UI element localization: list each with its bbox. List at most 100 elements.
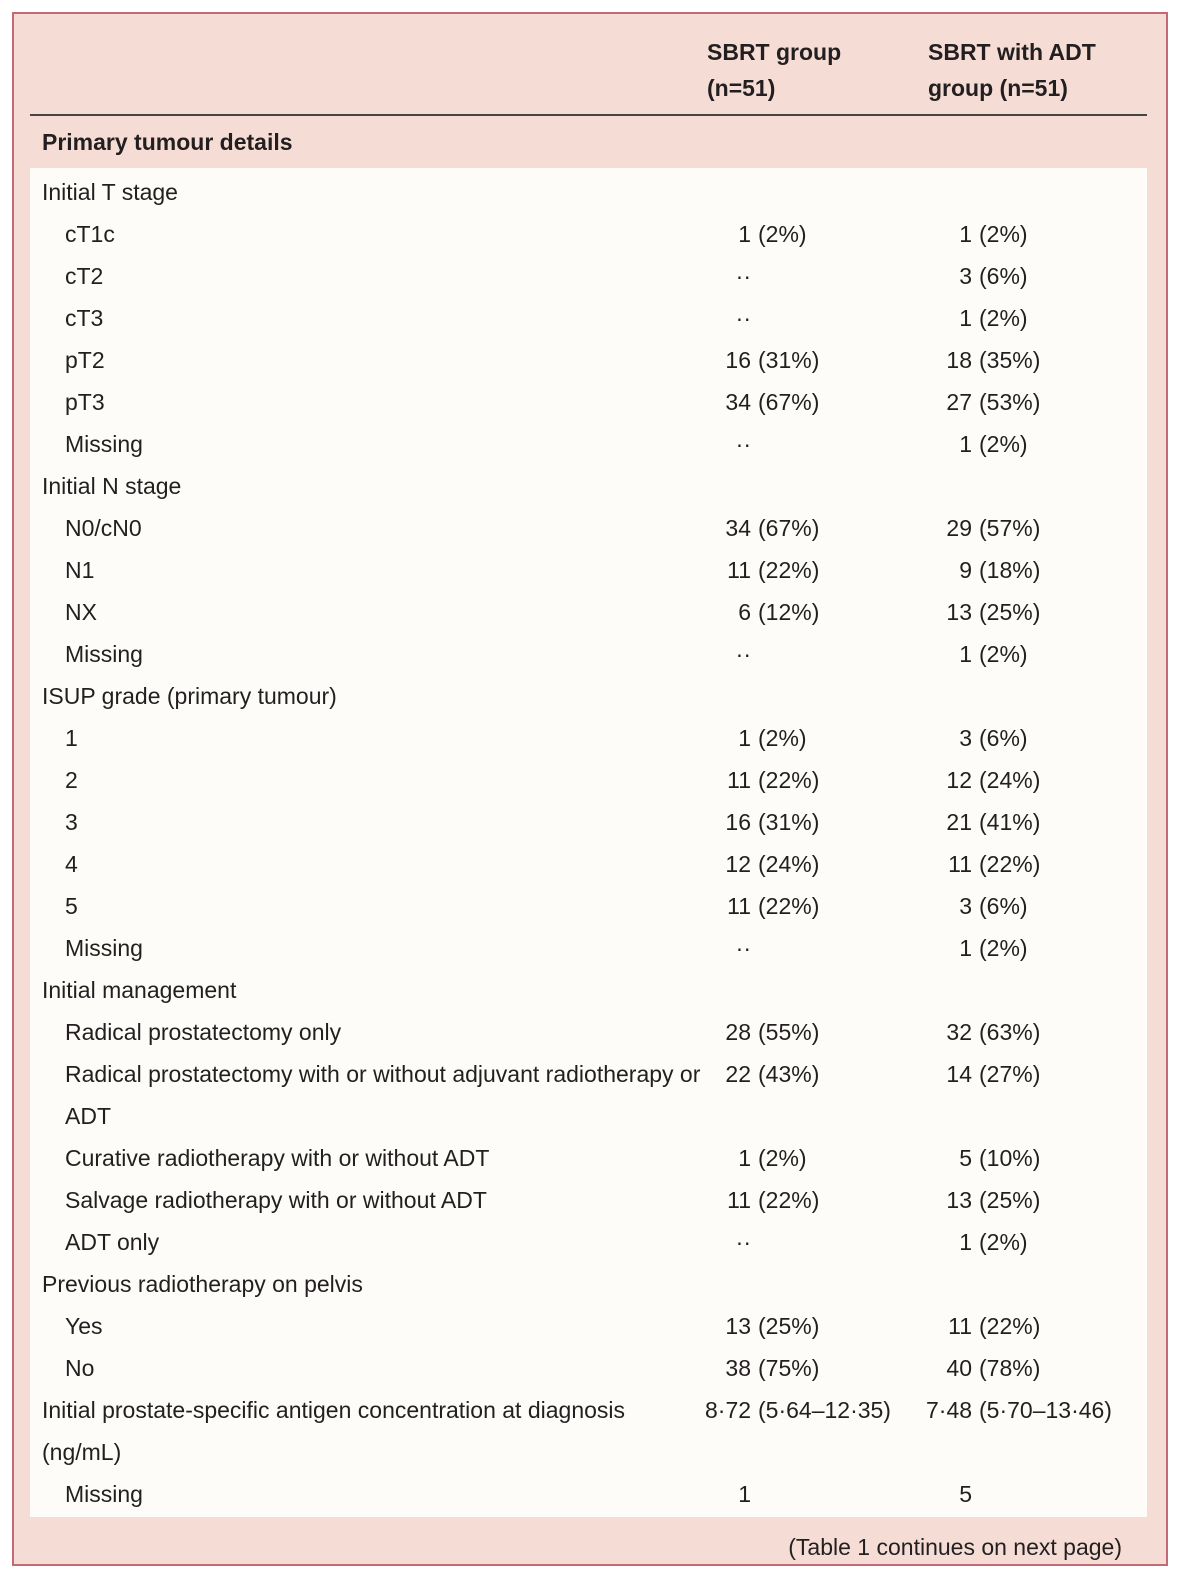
- value-percent: (2%): [979, 935, 1028, 961]
- column-header-line: SBRT with ADT: [928, 39, 1096, 65]
- value-cell-sbrt: 11 (22%): [705, 759, 926, 801]
- section-header-primary-tumour-details: Primary tumour details: [42, 129, 293, 155]
- row-label: Initial N stage: [42, 473, 182, 499]
- value-cell-sbrt-adt: 18 (35%): [926, 339, 1147, 381]
- table-row: Missing 1 5: [30, 1473, 1147, 1515]
- row-label: Curative radiotherapy with or without AD…: [65, 1145, 490, 1171]
- value-number: 1: [959, 1229, 972, 1255]
- value-number: 13: [946, 1187, 972, 1213]
- value-percent: (31%): [758, 809, 820, 835]
- column-header-line: SBRT group: [707, 39, 842, 65]
- row-label: Missing: [65, 431, 143, 457]
- row-label: pT2: [65, 347, 105, 373]
- table-row: pT3 34 (67%) 27 (53%): [30, 381, 1147, 423]
- table-row: 5 11 (22%) 3 (6%): [30, 885, 1147, 927]
- value-number: 5: [959, 1481, 972, 1507]
- value-number: 16: [725, 347, 751, 373]
- value-number: 3: [959, 893, 972, 919]
- value-cell-sbrt-adt: 32 (63%): [926, 1011, 1147, 1053]
- value-cell-sbrt-adt: 12 (24%): [926, 759, 1147, 801]
- value-number: 16: [725, 809, 751, 835]
- value-percent: (67%): [758, 515, 820, 541]
- row-label: 2: [65, 767, 78, 793]
- value-cell-sbrt: 11 (22%): [705, 885, 926, 927]
- value-cell-sbrt: 16 (31%): [705, 339, 926, 381]
- value-percent: (2%): [758, 221, 807, 247]
- table-row: Radical prostatectomy with or without ad…: [30, 1053, 1147, 1137]
- value-cell-sbrt: 12 (24%): [705, 843, 926, 885]
- table-row: Yes 13 (25%) 11 (22%): [30, 1305, 1147, 1347]
- table-row: Curative radiotherapy with or without AD…: [30, 1137, 1147, 1179]
- value-percent: (31%): [758, 347, 820, 373]
- value-number: ··: [735, 1229, 751, 1255]
- value-percent: (53%): [979, 389, 1041, 415]
- value-percent: (2%): [979, 221, 1028, 247]
- value-percent: (63%): [979, 1019, 1041, 1045]
- table-row: No 38 (75%) 40 (78%): [30, 1347, 1147, 1389]
- value-percent: (22%): [758, 1187, 820, 1213]
- value-number: ··: [735, 263, 751, 289]
- table-row: N1 11 (22%) 9 (18%): [30, 549, 1147, 591]
- table-subhead-row: ISUP grade (primary tumour): [30, 675, 1147, 717]
- value-cell-sbrt-adt: 1 (2%): [926, 297, 1147, 339]
- value-percent: (22%): [758, 557, 820, 583]
- value-number: ··: [735, 431, 751, 457]
- value-percent: (25%): [979, 599, 1041, 625]
- value-cell-sbrt: 38 (75%): [705, 1347, 926, 1389]
- table-row: Missing ·· 1 (2%): [30, 423, 1147, 465]
- table-row: cT1c 1 (2%) 1 (2%): [30, 213, 1147, 255]
- value-cell-sbrt-adt: 3 (6%): [926, 885, 1147, 927]
- value-number: 1: [738, 725, 751, 751]
- row-label: ISUP grade (primary tumour): [42, 683, 337, 709]
- value-number: 1: [738, 1481, 751, 1507]
- row-label: Salvage radiotherapy with or without ADT: [65, 1187, 487, 1213]
- table-row: ADT only ·· 1 (2%): [30, 1221, 1147, 1263]
- value-cell-sbrt: ··: [705, 927, 926, 969]
- table-row: cT2 ·· 3 (6%): [30, 255, 1147, 297]
- value-percent: (6%): [979, 725, 1028, 751]
- row-label: Radical prostatectomy only: [65, 1019, 342, 1045]
- table-row: 1 1 (2%) 3 (6%): [30, 717, 1147, 759]
- table-subhead-row: Previous radiotherapy on pelvis: [30, 1263, 1147, 1305]
- value-number: 32: [946, 1019, 972, 1045]
- value-percent: (75%): [758, 1355, 820, 1381]
- value-cell-sbrt: 13 (25%): [705, 1305, 926, 1347]
- value-number: 22: [725, 1061, 751, 1087]
- value-percent: (10%): [979, 1145, 1041, 1171]
- value-cell-sbrt-adt: 11 (22%): [926, 1305, 1147, 1347]
- value-cell-sbrt-adt: 13 (25%): [926, 1179, 1147, 1221]
- value-cell-sbrt: 1 (2%): [705, 213, 926, 255]
- value-cell-sbrt: 6 (12%): [705, 591, 926, 633]
- row-label: cT2: [65, 263, 104, 289]
- table-body: Initial T stage cT1c 1 (2%) 1 (2%) cT2 ·· 3 (6%) c…: [30, 168, 1147, 1517]
- row-label: Missing: [65, 641, 143, 667]
- value-number: 3: [959, 263, 972, 289]
- value-number: 8·72: [705, 1397, 752, 1423]
- table-subhead-row: Initial N stage: [30, 465, 1147, 507]
- table-row: Initial prostate-specific antigen concen…: [30, 1389, 1147, 1473]
- value-percent: (2%): [979, 431, 1028, 457]
- value-number: 11: [727, 1187, 751, 1213]
- value-percent: (6%): [979, 893, 1028, 919]
- value-number: 11: [948, 851, 972, 877]
- table-header: SBRT group (n=51) SBRT with ADT group (n…: [30, 14, 1147, 114]
- value-percent: (2%): [758, 1145, 807, 1171]
- table-row: Missing ·· 1 (2%): [30, 927, 1147, 969]
- value-cell-sbrt: 1 (2%): [705, 1137, 926, 1179]
- value-percent: (2%): [979, 305, 1028, 331]
- column-header-sbrt-group: SBRT group (n=51): [705, 34, 926, 106]
- value-number: 11: [727, 557, 751, 583]
- value-number: 13: [725, 1313, 751, 1339]
- value-percent: (2%): [979, 1229, 1028, 1255]
- value-cell-sbrt: 16 (31%): [705, 801, 926, 843]
- value-number: 1: [959, 305, 972, 331]
- value-number: 28: [725, 1019, 751, 1045]
- value-cell-sbrt: 8·72 (5·64–12·35): [705, 1389, 926, 1431]
- value-cell-sbrt: 11 (22%): [705, 549, 926, 591]
- value-cell-sbrt: ··: [705, 297, 926, 339]
- value-cell-sbrt-adt: 11 (22%): [926, 843, 1147, 885]
- row-label: Radical prostatectomy with or without ad…: [65, 1061, 701, 1129]
- header-rule: [30, 114, 1147, 116]
- column-header-line: group (n=51): [928, 75, 1068, 101]
- value-number: 29: [946, 515, 972, 541]
